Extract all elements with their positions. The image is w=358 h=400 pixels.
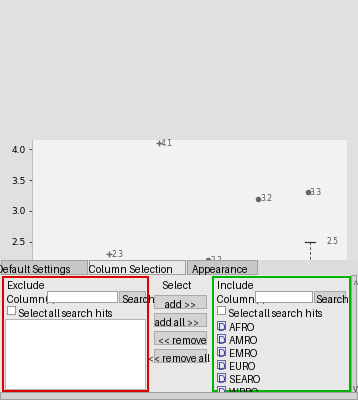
Bar <box>247 322 274 365</box>
Text: 1.8: 1.8 <box>111 280 123 290</box>
Text: 3.3: 3.3 <box>310 188 322 197</box>
Text: 1.1: 1.1 <box>228 324 240 333</box>
Text: 1.5: 1.5 <box>327 299 339 308</box>
Text: 0.7: 0.7 <box>228 348 240 357</box>
Text: 1.15: 1.15 <box>178 320 195 330</box>
Bar <box>296 304 324 371</box>
Text: 1.0: 1.0 <box>129 330 140 339</box>
Text: 1.2: 1.2 <box>277 318 289 326</box>
Text: 0.4: 0.4 <box>79 367 91 376</box>
Text: 0.6: 0.6 <box>129 354 141 364</box>
Text: 0.4: 0.4 <box>228 367 240 376</box>
Text: 0.4: 0.4 <box>327 367 339 376</box>
Text: 0.5: 0.5 <box>277 361 289 370</box>
Text: 4.1: 4.1 <box>161 138 173 148</box>
Bar <box>98 334 126 359</box>
Text: 0.8: 0.8 <box>129 342 140 351</box>
Text: 0.8: 0.8 <box>277 342 289 351</box>
Text: 1.4: 1.4 <box>178 305 190 314</box>
Text: 0.2: 0.2 <box>79 379 91 388</box>
Text: 3.2: 3.2 <box>260 194 272 203</box>
Text: 0.2: 0.2 <box>129 379 140 388</box>
Bar <box>147 310 175 347</box>
Bar <box>48 371 76 384</box>
Bar <box>197 353 225 371</box>
Text: 0.1: 0.1 <box>277 385 289 394</box>
Text: 0.8: 0.8 <box>178 342 190 351</box>
Text: 2.5: 2.5 <box>327 237 339 246</box>
Text: 0.1: 0.1 <box>228 385 240 394</box>
Text: 2.2: 2.2 <box>211 256 222 265</box>
Text: 0.0: 0.0 <box>327 392 339 400</box>
Text: 2.3: 2.3 <box>111 250 123 259</box>
Text: 0.9: 0.9 <box>327 336 339 345</box>
Text: 0.0: 0.0 <box>79 392 91 400</box>
Text: 2.1: 2.1 <box>277 262 289 271</box>
Text: 0.2: 0.2 <box>178 379 190 388</box>
Text: 0.8: 0.8 <box>62 342 73 351</box>
